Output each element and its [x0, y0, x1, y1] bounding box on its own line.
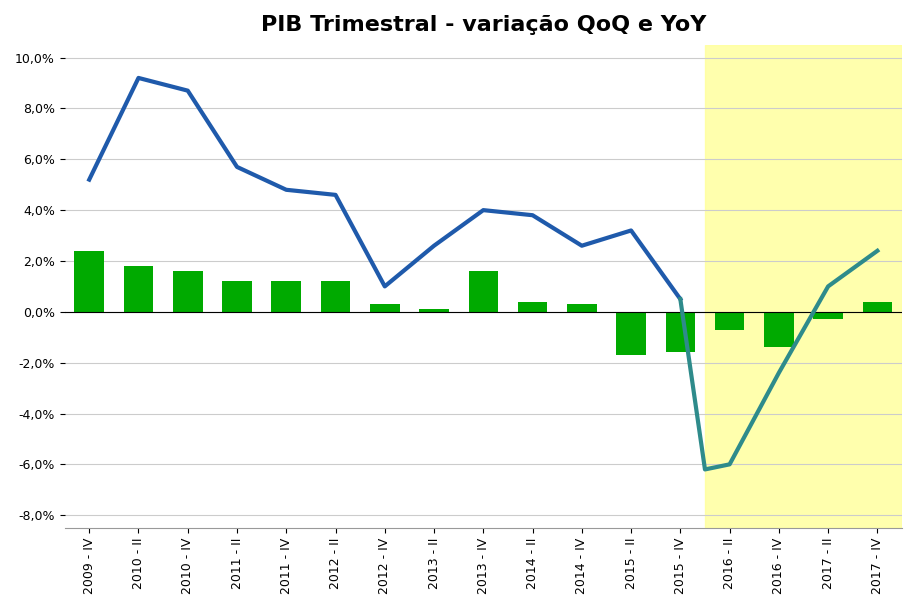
Bar [271, 281, 301, 312]
Bar [616, 312, 646, 355]
Bar [74, 251, 104, 312]
Bar [321, 281, 350, 312]
Title: PIB Trimestral - variação QoQ e YoY: PIB Trimestral - variação QoQ e YoY [260, 15, 706, 35]
Bar [705, 45, 902, 528]
Bar [222, 281, 252, 312]
Bar [370, 304, 400, 312]
Bar [518, 301, 547, 312]
Bar [124, 266, 153, 312]
Bar [469, 271, 498, 312]
Bar [666, 312, 695, 353]
Bar [715, 312, 745, 329]
Bar [419, 309, 448, 312]
Bar [863, 301, 892, 312]
Bar [173, 271, 203, 312]
Bar [567, 304, 597, 312]
Bar [813, 312, 843, 320]
Bar [764, 312, 793, 347]
